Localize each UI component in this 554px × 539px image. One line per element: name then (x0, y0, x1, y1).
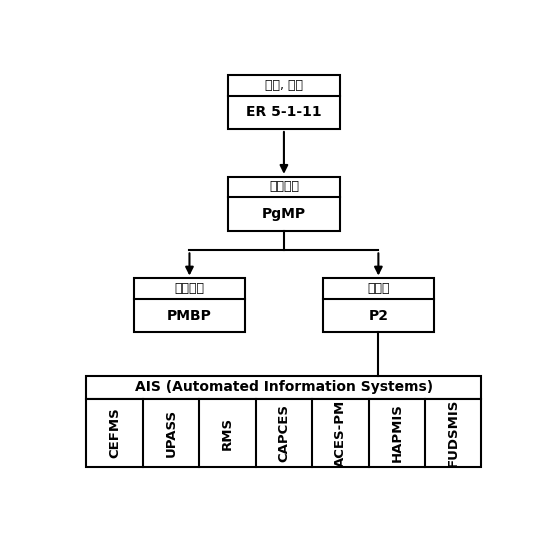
Text: UPASS: UPASS (165, 409, 178, 457)
Text: ER 5-1-11: ER 5-1-11 (246, 105, 322, 119)
Text: FUDSMIS: FUDSMIS (447, 399, 460, 467)
Text: ACES-PM: ACES-PM (334, 399, 347, 467)
Text: AIS (Automated Information Systems): AIS (Automated Information Systems) (135, 381, 433, 395)
Bar (228, 75, 340, 129)
Text: CEFMS: CEFMS (108, 407, 121, 458)
Text: 시스템: 시스템 (367, 282, 389, 295)
Text: 프로세스: 프로세스 (175, 282, 204, 295)
Bar (322, 279, 434, 333)
Text: CAPCES: CAPCES (278, 404, 290, 462)
Text: PMBP: PMBP (167, 309, 212, 323)
Text: 구현계획: 구현계획 (269, 181, 299, 194)
Text: 규정, 기준: 규정, 기준 (265, 79, 303, 92)
Bar (228, 177, 340, 231)
Text: RMS: RMS (221, 417, 234, 450)
Bar (86, 376, 481, 399)
Bar (86, 399, 481, 467)
Bar (134, 279, 245, 333)
Text: HAPMIS: HAPMIS (390, 404, 403, 462)
Text: P2: P2 (368, 309, 388, 323)
Text: PgMP: PgMP (262, 207, 306, 221)
